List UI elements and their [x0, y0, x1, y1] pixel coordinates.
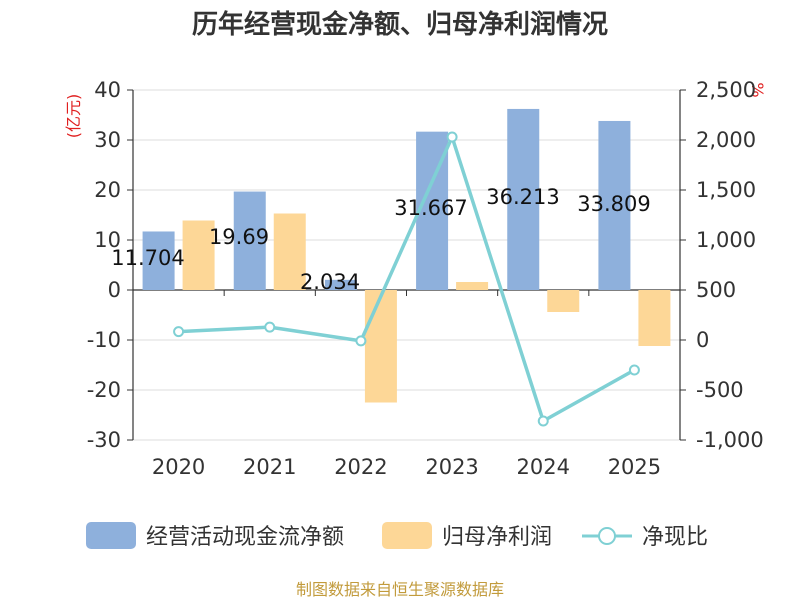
- legend-label-ratio: 净现比: [642, 525, 708, 550]
- cash-flow-bar: [507, 108, 540, 290]
- x-tick-label: 2024: [517, 455, 570, 479]
- ratio-point: [446, 131, 458, 143]
- net-profit-bar: [182, 220, 215, 290]
- axes: 40 30 20 10 0 -10 -20 -30 2,500 2,000 1,500 1,000 50…: [87, 78, 764, 479]
- cash-flow-bar: [233, 191, 266, 290]
- y-left-tick-label: 10: [94, 228, 121, 252]
- ratio-point: [355, 335, 367, 347]
- x-tick-label: 2022: [334, 455, 387, 479]
- legend-label-net-profit: 归母净利润: [442, 525, 552, 550]
- x-tick-label: 2020: [152, 455, 205, 479]
- ratio-point: [537, 415, 549, 427]
- cash-flow-data-label: 31.667: [394, 196, 467, 220]
- x-tick-label: 2025: [608, 455, 661, 479]
- ratio-line: [173, 131, 640, 427]
- y-left-tick-label: -30: [87, 428, 121, 452]
- y-right-unit: %: [748, 82, 767, 97]
- cash-flow-data-label: 11.704: [111, 246, 184, 270]
- ratio-point: [264, 321, 276, 333]
- y-left-tick-label: -20: [87, 378, 121, 402]
- y-left-tick-label: 40: [94, 78, 121, 102]
- y-right-tick-label: 2,500: [696, 78, 756, 102]
- net-profit-bar: [273, 213, 306, 290]
- cash-flow-data-label: 19.69: [209, 225, 269, 249]
- y-right-tick-label: -500: [696, 378, 744, 402]
- y-right-tick-label: 500: [696, 278, 736, 302]
- cash-flow-data-label: 36.213: [486, 185, 559, 209]
- net-profit-bar: [638, 290, 671, 346]
- y-right-tick-label: 0: [696, 328, 709, 352]
- y-right-tick-label: 1,000: [696, 228, 756, 252]
- ratio-point: [628, 364, 640, 376]
- y-left-unit: (亿元): [64, 94, 83, 139]
- chart-title: 历年经营现金净额、归母净利润情况: [192, 9, 608, 40]
- cash-flow-data-label: 2.034: [300, 270, 360, 294]
- y-left-tick-label: 0: [108, 278, 121, 302]
- net-profit-bar: [456, 282, 489, 290]
- net-profit-bar: [547, 290, 580, 312]
- x-tick-label: 2023: [425, 455, 478, 479]
- cash-flow-data-label: 33.809: [577, 192, 650, 216]
- cash-flow-bar: [142, 231, 175, 290]
- legend-swatch-cash-flow: [86, 522, 136, 549]
- ratio-line-path: [178, 135, 636, 423]
- gridlines: [133, 89, 680, 441]
- y-right-tick-label: 2,000: [696, 128, 756, 152]
- cash-flow-bar: [598, 120, 631, 290]
- y-left-tick-label: 30: [94, 128, 121, 152]
- ratio-point: [173, 326, 185, 338]
- legend-marker-ratio: [598, 527, 616, 545]
- bars: [142, 108, 671, 403]
- y-left-tick-label: 20: [94, 178, 121, 202]
- cash-flow-bar: [324, 279, 357, 290]
- y-right-tick-label: -1,000: [696, 428, 764, 452]
- legend-label-cash-flow: 经营活动现金流净额: [146, 525, 344, 550]
- legend: 经营活动现金流净额 归母净利润 净现比: [86, 522, 708, 550]
- net-profit-bar: [364, 290, 397, 403]
- legend-swatch-net-profit: [382, 522, 432, 549]
- data-labels: 11.704 19.69 2.034 31.667 36.213 33.809: [111, 185, 650, 294]
- source-note: 制图数据来自恒生聚源数据库: [296, 580, 504, 599]
- x-tick-label: 2021: [243, 455, 296, 479]
- y-left-tick-label: -10: [87, 328, 121, 352]
- y-right-tick-label: 1,500: [696, 178, 756, 202]
